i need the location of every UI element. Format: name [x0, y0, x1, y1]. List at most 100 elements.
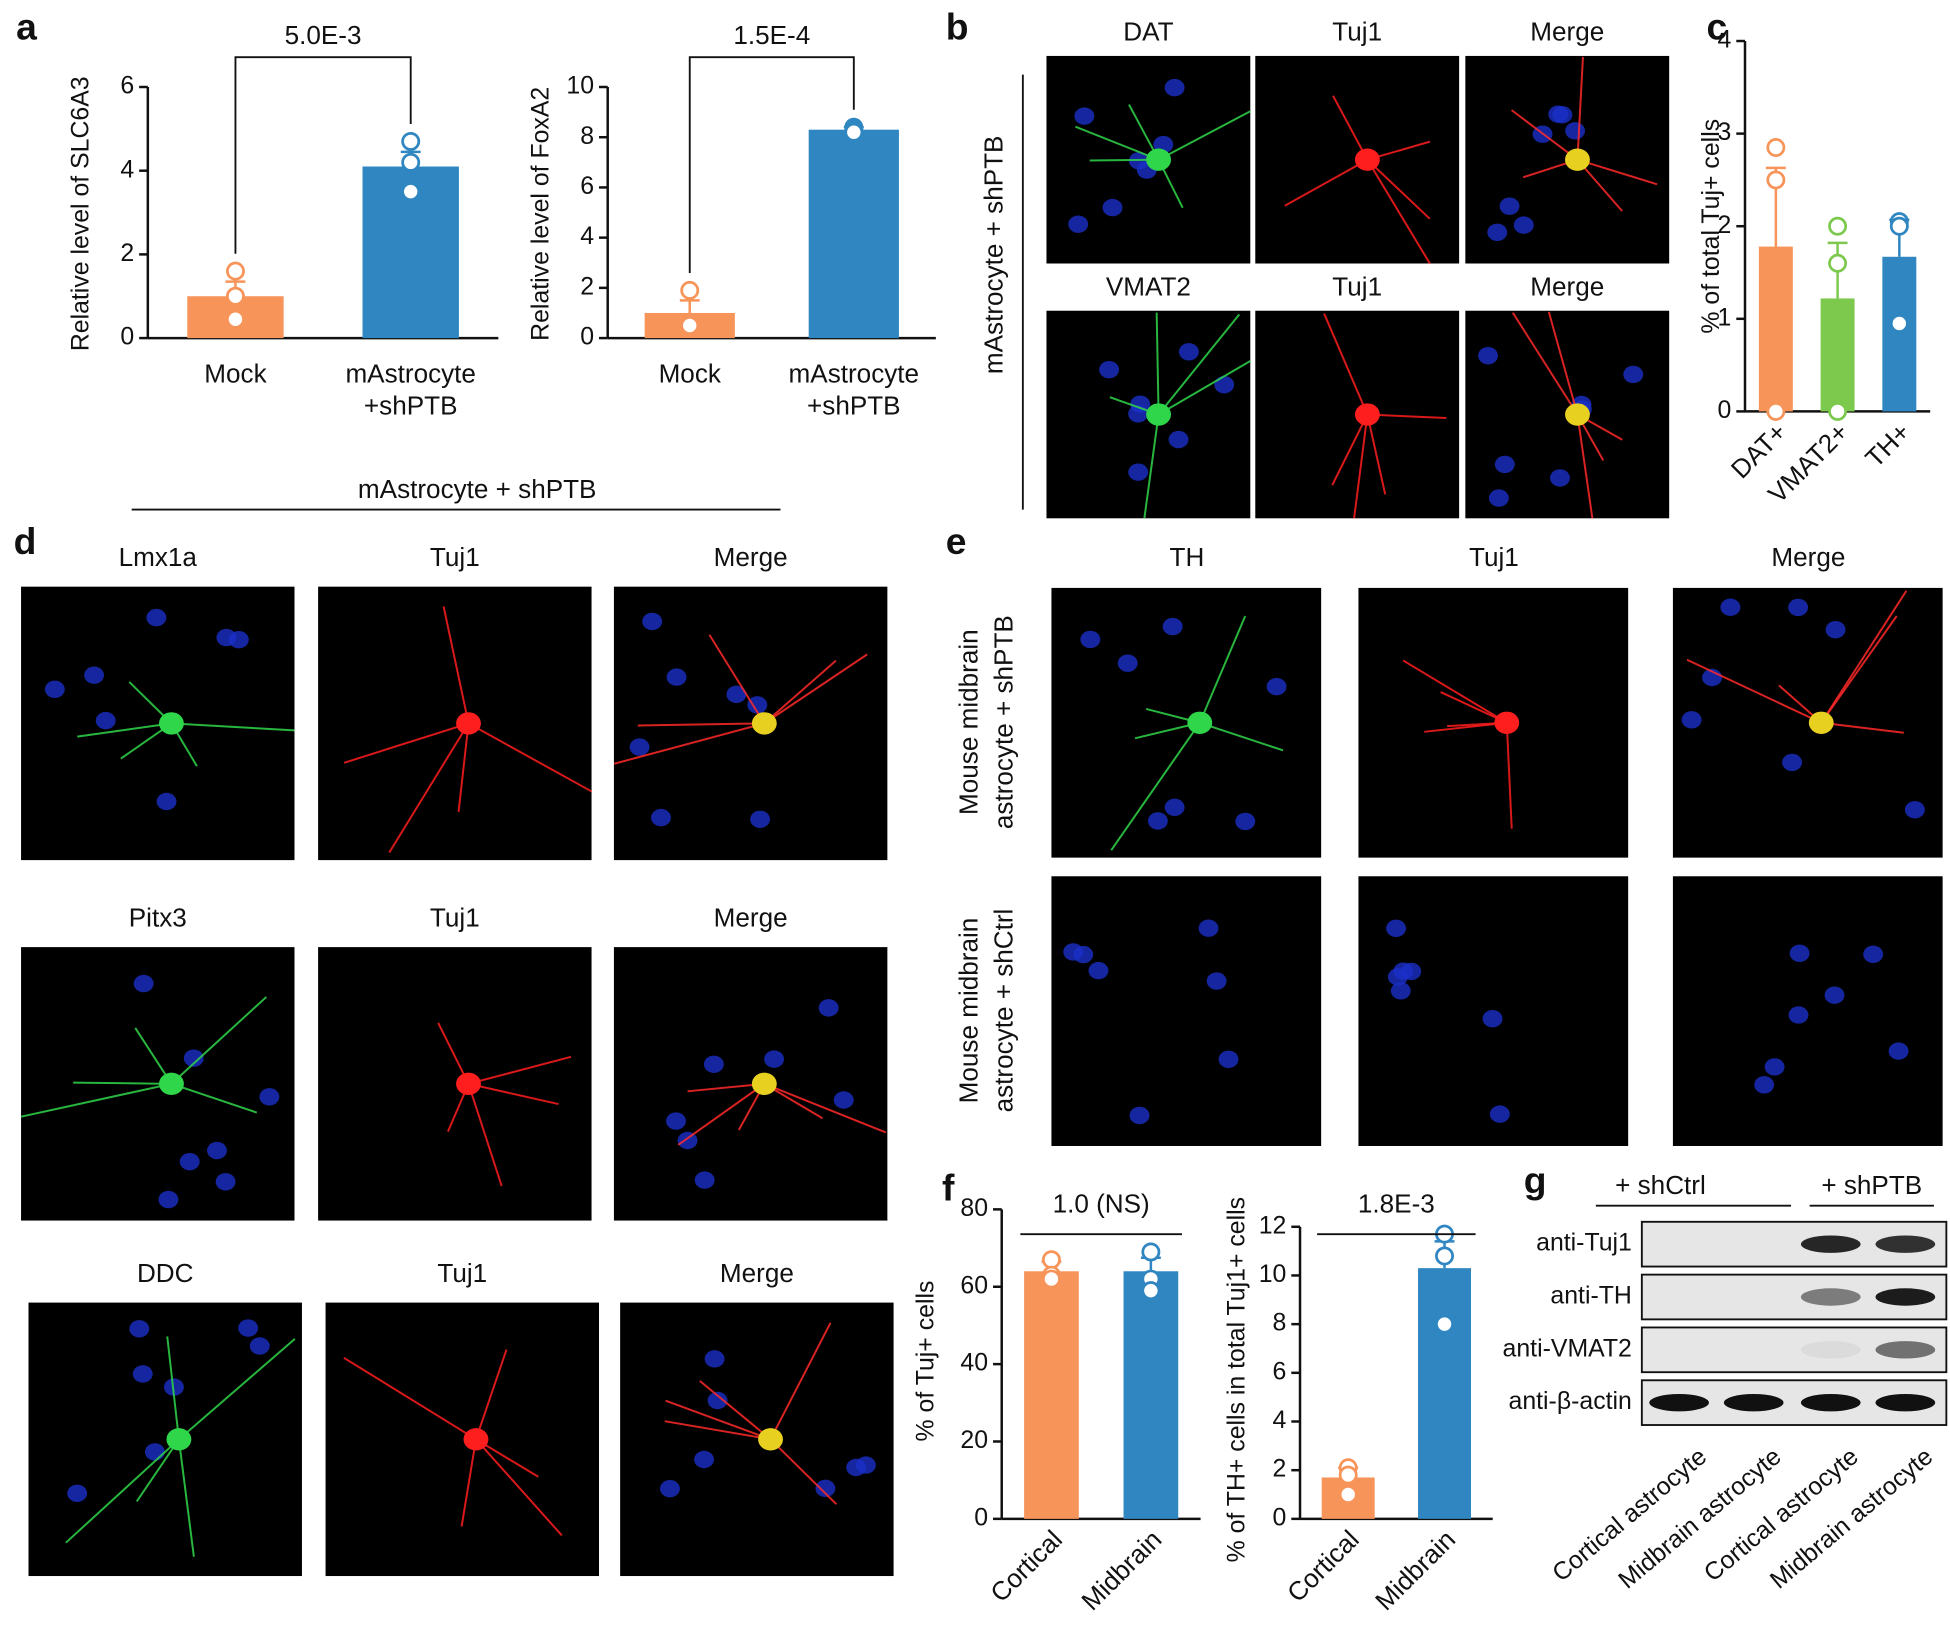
nucleus: [694, 1171, 715, 1189]
data-point: [1141, 1242, 1161, 1262]
nucleus: [1102, 198, 1123, 217]
micrograph: [1672, 587, 1943, 858]
soma: [456, 1072, 481, 1096]
neurite: [1821, 721, 1904, 734]
nucleus: [215, 1173, 236, 1191]
nucleus: [1162, 617, 1183, 636]
neurite: [1155, 312, 1160, 415]
x-tick-label: Midbrain: [1075, 1524, 1167, 1616]
y-tick-label: 10: [566, 73, 594, 100]
nucleus: [1168, 430, 1189, 449]
micrograph: [620, 1302, 894, 1577]
y-tick-label: 2: [1273, 1456, 1287, 1483]
panel-letter: f: [942, 1167, 955, 1209]
bar: [1758, 246, 1793, 412]
nucleus: [1720, 598, 1741, 616]
significance-bracket: [688, 56, 855, 273]
row-label: Mouse midbrain: [954, 918, 984, 1104]
data-point: [1889, 216, 1909, 236]
soma: [1565, 403, 1590, 426]
y-tick-label: 10: [1259, 1261, 1287, 1288]
nucleus: [818, 999, 839, 1017]
x-tick-label: +shPTB: [364, 391, 458, 421]
channel-label: Tuj1: [1332, 16, 1382, 46]
data-point: [1041, 1250, 1061, 1270]
channel-label: Tuj1: [1469, 542, 1519, 572]
micrograph-content: [1681, 590, 1925, 819]
nucleus: [1623, 365, 1644, 384]
neurite: [1366, 414, 1387, 495]
channel-label: Merge: [714, 903, 788, 933]
nucleus: [747, 696, 768, 714]
neurite: [1366, 159, 1431, 265]
nucleus: [1788, 1006, 1809, 1024]
soma: [1808, 711, 1834, 734]
neurite: [475, 1349, 508, 1440]
micrograph-content: [1487, 56, 1658, 241]
nucleus: [144, 1443, 165, 1461]
micrograph: [325, 1302, 600, 1577]
nucleus: [129, 1320, 150, 1338]
nucleus: [750, 810, 771, 828]
data-point: [1828, 216, 1848, 236]
neurite: [20, 1082, 172, 1118]
micrograph-content: [44, 608, 295, 811]
band: [1723, 1393, 1784, 1412]
micrograph-content: [437, 1022, 572, 1187]
soma: [463, 1428, 489, 1451]
micrograph-content: [65, 1319, 296, 1557]
data-point: [1766, 170, 1786, 190]
neurite: [1198, 615, 1247, 724]
micrograph: [1051, 876, 1322, 1146]
neurite: [1332, 95, 1369, 161]
y-tick-label: 1: [1717, 304, 1731, 331]
data-point: [1338, 1485, 1358, 1504]
data-point: [1041, 1269, 1061, 1289]
row-label: Mouse midbrain: [954, 629, 984, 815]
soma: [1494, 711, 1520, 734]
y-axis-label: % of Tuj+ cells: [913, 1281, 940, 1442]
data-point: [844, 122, 864, 142]
neurite: [1576, 414, 1594, 519]
nucleus: [1904, 801, 1925, 819]
nucleus: [1513, 216, 1534, 234]
micrograph: [1672, 876, 1943, 1146]
nucleus: [238, 1319, 259, 1337]
y-tick-label: 2: [120, 240, 134, 267]
y-tick-label: 12: [1259, 1212, 1287, 1239]
nucleus: [1390, 982, 1411, 1000]
nucleus: [1068, 215, 1089, 233]
micrograph-content: [1284, 95, 1431, 265]
channel-label: Merge: [1530, 16, 1604, 46]
nucleus: [833, 1091, 854, 1109]
neurite: [1367, 413, 1447, 419]
neurite: [467, 1083, 503, 1187]
neurite: [1158, 360, 1251, 416]
significance-label: 1.0 (NS): [1053, 1189, 1150, 1219]
nucleus: [1214, 376, 1235, 394]
neurite: [613, 722, 765, 765]
data-point: [1766, 401, 1786, 421]
band: [1875, 1341, 1936, 1359]
soma: [1146, 403, 1172, 426]
channel-label: TH: [1170, 542, 1205, 572]
nucleus: [1088, 961, 1109, 980]
nucleus: [1386, 919, 1407, 938]
nucleus: [1487, 223, 1508, 241]
data-point: [1338, 1465, 1358, 1485]
nucleus: [249, 1337, 270, 1355]
neurite: [442, 606, 470, 724]
y-tick-label: 40: [960, 1350, 988, 1377]
neurite: [468, 722, 593, 793]
nucleus: [1393, 962, 1414, 980]
bar: [1820, 298, 1855, 412]
nucleus: [1782, 753, 1803, 772]
neurite: [1547, 311, 1579, 415]
data-point: [226, 309, 245, 329]
nucleus: [1164, 798, 1185, 817]
neurite: [170, 996, 268, 1085]
panel-letter: c: [1706, 6, 1727, 48]
y-axis-label: Relative level of FoxA2: [527, 87, 554, 341]
y-tick-label: 0: [120, 324, 134, 351]
y-axis-label: Relative level of SLC6A3: [68, 76, 95, 351]
